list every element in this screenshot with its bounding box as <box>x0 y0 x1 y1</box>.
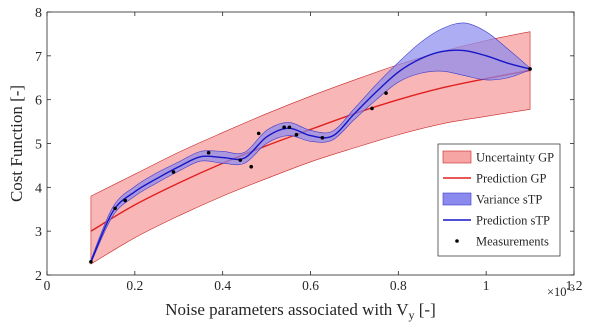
measurement-point <box>171 170 176 174</box>
x-exponent-base: ×10 <box>547 285 567 299</box>
x-exponent-power: -3 <box>567 284 575 294</box>
uncertainty-gp-band <box>90 31 531 265</box>
measurement-point <box>89 260 93 264</box>
x-tick-label: 0.2 <box>126 278 143 293</box>
x-tick-label: 0.8 <box>390 278 407 293</box>
measurement-point <box>294 132 299 137</box>
legend-label-measurements: Measurements <box>476 235 549 249</box>
legend-swatch-measurements <box>455 239 459 243</box>
x-axis-label-subscript: y <box>409 308 415 322</box>
series-group <box>90 22 531 265</box>
measurement-point <box>320 136 325 140</box>
measurement-point <box>113 206 117 211</box>
measurement-point <box>123 198 127 203</box>
x-tick-label: 0 <box>44 278 51 293</box>
plot-area <box>89 22 532 265</box>
y-tick-label: 8 <box>35 6 42 21</box>
legend-swatch-uncertainty-gp <box>442 150 472 164</box>
legend-label-prediction-stp: Prediction sTP <box>476 214 550 228</box>
prediction-gp-line <box>90 69 531 232</box>
y-tick-label: 7 <box>35 50 42 65</box>
x-axis-label: Noise parameters associated with Vy [-] <box>165 300 436 322</box>
legend: Uncertainty GP Prediction GP Variance sTP P… <box>437 143 561 257</box>
legend-label-prediction-gp: Prediction GP <box>476 172 547 186</box>
measurement-point <box>238 158 243 162</box>
axes: 0 0.2 0.4 0.6 0.8 1 1.2 2 3 4 5 6 7 8 ×10-3 Noise param… <box>7 6 582 322</box>
measurement-point <box>384 91 388 95</box>
y-tick-label: 5 <box>35 138 42 153</box>
x-tick-label: 1.2 <box>566 278 583 293</box>
measurement-point <box>370 106 374 111</box>
measurement-point <box>206 150 211 155</box>
legend-label-variance-stp: Variance sTP <box>476 193 542 207</box>
x-tick-label: 1 <box>483 278 490 293</box>
prediction-stp-line <box>90 49 531 263</box>
x-tick-label: 0.6 <box>302 278 319 293</box>
y-tick-label: 6 <box>35 94 42 109</box>
x-axis-label-main: Noise parameters associated with V <box>165 300 409 319</box>
measurement-point <box>282 125 286 130</box>
y-tick-label: 4 <box>35 181 42 196</box>
legend-label-uncertainty-gp: Uncertainty GP <box>476 151 554 165</box>
x-exponent-label: ×10-3 <box>547 284 575 299</box>
measurement-point <box>287 125 292 130</box>
measurement-point <box>249 164 254 169</box>
x-axis-label-unit: [-] <box>415 300 436 319</box>
legend-swatch-variance-stp <box>442 192 472 206</box>
measurement-point <box>256 131 261 136</box>
x-tick-label: 0.4 <box>214 278 231 293</box>
y-axis-label: Cost Function [-] <box>7 85 26 202</box>
y-tick-label: 2 <box>35 269 42 284</box>
measurement-point <box>528 67 532 71</box>
y-tick-label: 3 <box>35 225 42 240</box>
